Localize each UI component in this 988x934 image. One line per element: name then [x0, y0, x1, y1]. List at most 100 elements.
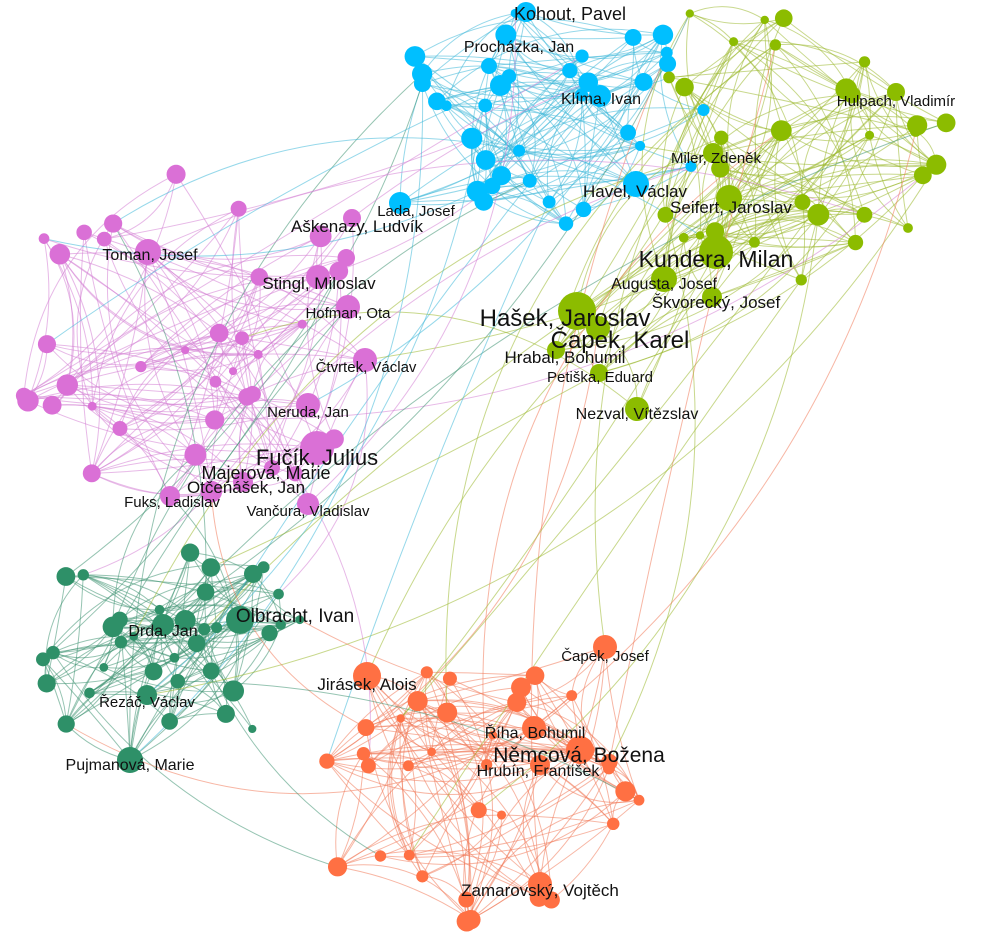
node: [196, 583, 215, 601]
edge: [46, 576, 67, 684]
edge: [216, 95, 601, 628]
edge: [597, 137, 722, 329]
node: [135, 239, 161, 265]
edge: [257, 270, 340, 355]
edge: [306, 236, 335, 440]
edge: [500, 85, 567, 224]
edge: [65, 306, 349, 725]
edge: [604, 646, 640, 801]
edge: [83, 574, 197, 644]
node: [82, 464, 101, 483]
edge: [483, 34, 664, 202]
node: [749, 236, 760, 248]
edge: [27, 238, 50, 401]
edge: [851, 94, 937, 166]
node: [327, 857, 348, 877]
edge: [112, 137, 520, 224]
node: [575, 49, 589, 63]
edge: [169, 495, 238, 692]
edge: [23, 174, 177, 397]
node-label: Olbracht, Ivan: [236, 606, 354, 627]
edge: [525, 11, 663, 36]
node: [623, 171, 649, 197]
node: [488, 730, 498, 740]
node: [530, 755, 550, 775]
edge: [147, 159, 865, 253]
node: [353, 348, 377, 372]
edge: [337, 700, 419, 868]
node: [428, 92, 446, 111]
edge: [817, 61, 865, 215]
node: [77, 569, 89, 581]
edge: [476, 85, 501, 192]
edge: [598, 296, 713, 374]
node: [602, 762, 615, 775]
node: [253, 349, 263, 360]
node: [404, 46, 426, 67]
edge: [52, 635, 134, 654]
edge: [140, 323, 303, 368]
edge: [414, 56, 584, 210]
edge: [668, 76, 916, 132]
node: [87, 401, 97, 411]
node: [337, 249, 356, 267]
edge: [53, 567, 212, 654]
edge: [598, 91, 897, 374]
edge: [326, 327, 599, 762]
edge: [485, 55, 583, 106]
node: [566, 736, 594, 764]
edge: [363, 752, 480, 811]
edge: [470, 761, 610, 921]
node-label: Petiška, Eduard: [547, 369, 653, 386]
edge: [83, 574, 253, 730]
edge: [422, 83, 531, 182]
node: [843, 86, 861, 104]
edge: [210, 165, 692, 492]
edge: [431, 749, 581, 763]
node: [456, 911, 477, 932]
node: [233, 472, 253, 492]
node-label: Seifert, Jaroslav: [670, 198, 792, 217]
edge: [307, 359, 366, 505]
node-label: Hrabal, Bohumil: [505, 348, 626, 367]
edge: [548, 81, 644, 203]
edge: [112, 454, 196, 627]
edge: [431, 751, 540, 898]
node-label: Lada, Josef: [377, 203, 455, 220]
node-label: Fučík, Julius: [256, 445, 378, 470]
edge: [550, 823, 614, 901]
edge: [608, 44, 776, 763]
node: [770, 120, 792, 141]
node: [516, 2, 536, 22]
node: [491, 166, 512, 186]
node: [209, 323, 229, 343]
edge: [864, 61, 937, 166]
node: [695, 231, 705, 240]
edges: [23, 6, 947, 922]
node: [547, 341, 565, 359]
edge: [365, 727, 589, 751]
edge: [714, 219, 856, 243]
edge: [169, 552, 191, 722]
node: [275, 619, 286, 630]
node: [407, 690, 428, 712]
node: [926, 154, 947, 175]
edge: [663, 41, 735, 280]
edge: [326, 718, 401, 762]
node-label: Augusta, Josef: [611, 276, 717, 293]
node: [209, 375, 222, 388]
edge: [203, 134, 870, 630]
edge: [46, 343, 186, 366]
node: [37, 674, 56, 693]
node: [257, 561, 270, 574]
node: [913, 166, 932, 185]
edge: [89, 628, 205, 694]
edge: [337, 764, 541, 868]
edge: [210, 491, 367, 728]
node: [319, 753, 335, 769]
edge: [417, 700, 541, 766]
nodes: [15, 2, 956, 932]
node: [403, 849, 415, 861]
node: [711, 159, 730, 178]
node-label: Jirásek, Alois: [317, 675, 416, 694]
